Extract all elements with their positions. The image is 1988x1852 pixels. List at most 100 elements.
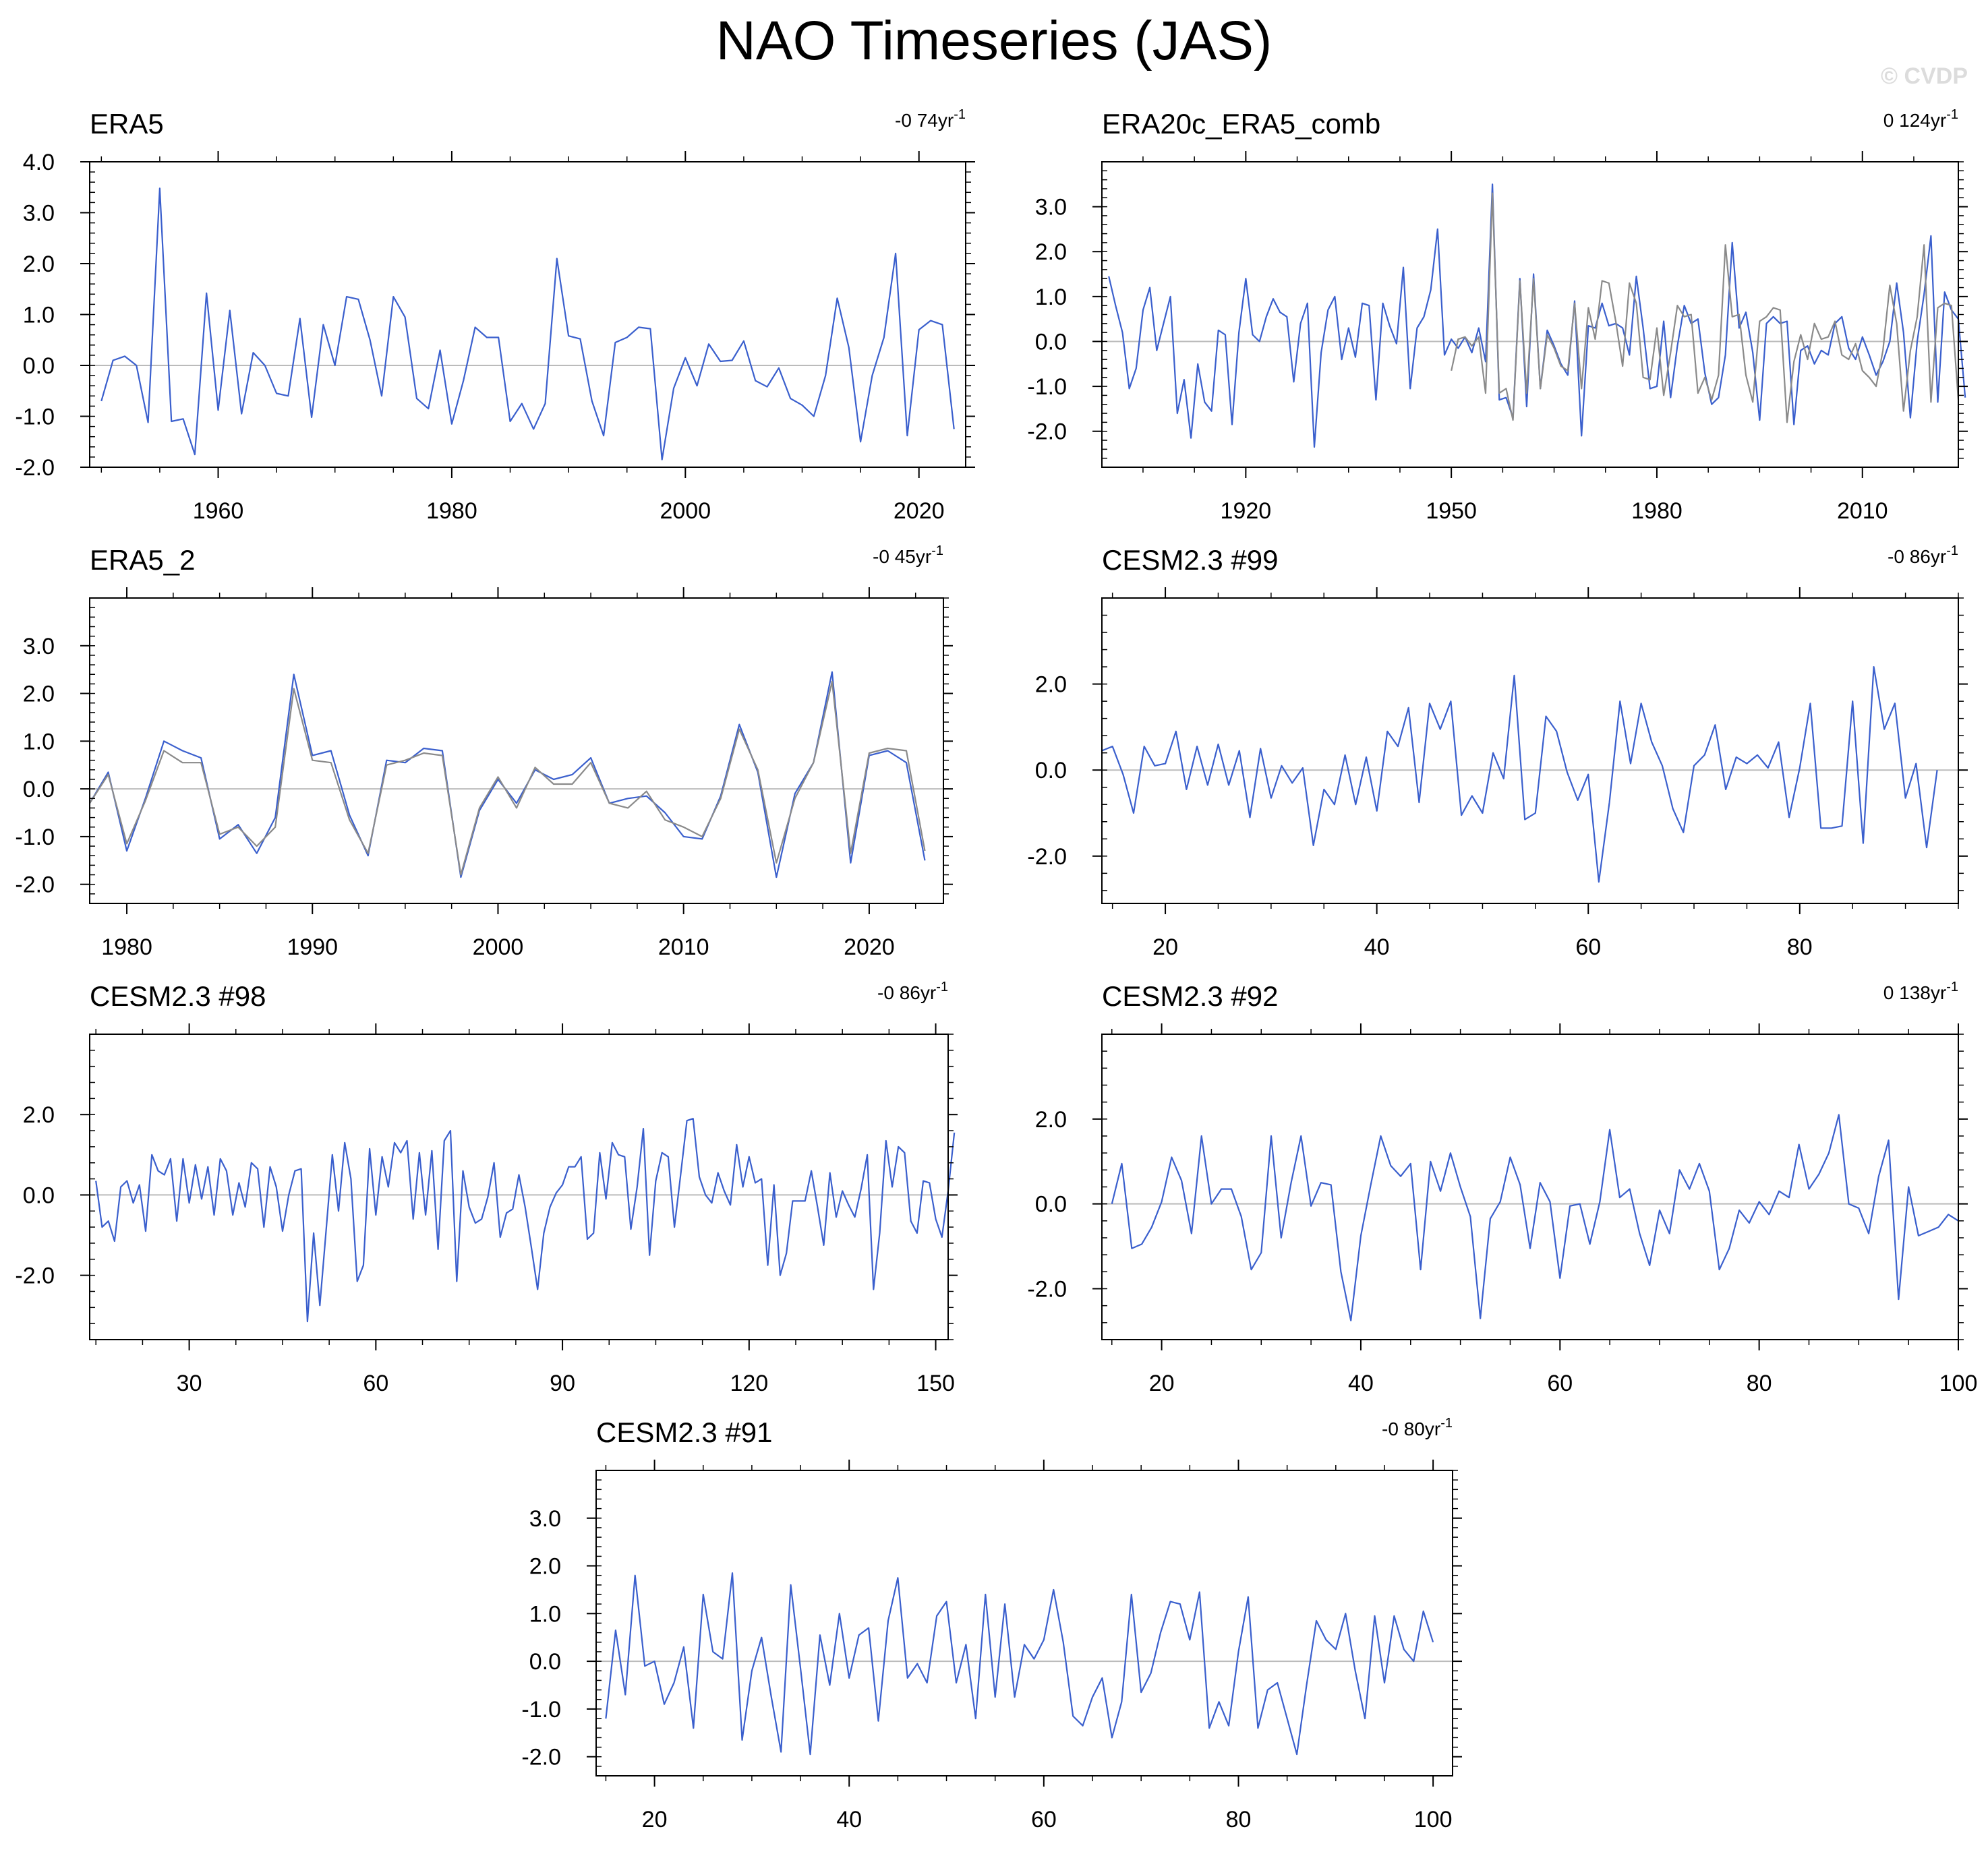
y-tick-label: 0.0 <box>1035 1192 1067 1218</box>
x-tick-label: 2020 <box>844 934 895 960</box>
y-tick-label: -2.0 <box>1027 419 1067 445</box>
y-tick-label: -2.0 <box>1027 844 1067 870</box>
series-line-1 <box>100 187 955 460</box>
x-tick-label: 20 <box>1149 1371 1175 1396</box>
panel-title: CESM2.3 #91 <box>596 1416 772 1448</box>
y-tick-label: 0.0 <box>23 777 55 802</box>
y-tick-label: 0.0 <box>529 1649 561 1675</box>
chart-main-title: NAO Timeseries (JAS) <box>715 10 1273 71</box>
series-line-1 <box>1111 1114 1959 1321</box>
series-line-1 <box>1101 665 1938 883</box>
y-tick-label: 1.0 <box>23 303 55 328</box>
y-tick-label: 3.0 <box>23 201 55 227</box>
y-tick-label: 0.0 <box>1035 758 1067 783</box>
x-tick-label: 150 <box>916 1371 955 1396</box>
chart-panel-3: -2.0 -1.0 0.0 1.0 2.0 3.0 1980 1990 2000 2010 2020… <box>15 543 953 960</box>
x-tick-label: 90 <box>550 1371 575 1396</box>
y-tick-label: 2.0 <box>1035 672 1067 698</box>
y-tick-label: 0.0 <box>23 353 55 379</box>
x-tick-label: 80 <box>1226 1807 1252 1832</box>
y-tick-label: 1.0 <box>1035 285 1067 310</box>
trend-label: -0 80yr-1 <box>1382 1416 1453 1439</box>
x-tick-label: 40 <box>836 1807 862 1832</box>
y-tick-label: -1.0 <box>15 825 55 850</box>
series-line-2 <box>1451 192 1960 423</box>
trend-label: -0 86yr-1 <box>877 980 948 1003</box>
x-tick-label: 1920 <box>1221 498 1272 524</box>
y-tick-label: -2.0 <box>15 872 55 898</box>
panel-title: CESM2.3 #92 <box>1102 980 1278 1012</box>
trend-label: -0 45yr-1 <box>873 543 943 567</box>
x-tick-label: 60 <box>1031 1807 1057 1832</box>
panel-title: CESM2.3 #99 <box>1102 544 1278 576</box>
x-tick-label: 2010 <box>1837 498 1888 524</box>
y-tick-label: 1.0 <box>529 1601 561 1627</box>
y-tick-label: 0.0 <box>1035 329 1067 355</box>
y-tick-label: -2.0 <box>15 455 55 481</box>
panel-title: ERA5_2 <box>90 544 195 576</box>
x-tick-label: 1990 <box>287 934 338 960</box>
x-tick-label: 80 <box>1787 934 1813 960</box>
panel-title: CESM2.3 #98 <box>90 980 266 1012</box>
y-tick-label: 3.0 <box>23 634 55 659</box>
series-line-1 <box>1108 183 1966 448</box>
plot-frame <box>1101 161 1959 468</box>
y-tick-label: 1.0 <box>23 729 55 754</box>
panel-title: ERA5 <box>90 108 164 140</box>
x-tick-label: 2010 <box>658 934 709 960</box>
series-line-1 <box>95 1118 956 1323</box>
plot-frame <box>89 1034 949 1340</box>
series-line-1 <box>605 1572 1434 1756</box>
y-tick-label: 2.0 <box>23 251 55 277</box>
y-tick-label: -2.0 <box>1027 1277 1067 1303</box>
y-tick-label: 2.0 <box>23 682 55 707</box>
x-tick-label: 80 <box>1747 1371 1772 1396</box>
x-tick-label: 2000 <box>660 498 711 524</box>
plot-frame <box>595 1470 1453 1776</box>
x-tick-label: 20 <box>642 1807 668 1832</box>
y-tick-label: 4.0 <box>23 150 55 175</box>
y-tick-label: -1.0 <box>1027 374 1067 400</box>
x-tick-label: 20 <box>1152 934 1178 960</box>
x-tick-label: 30 <box>177 1371 202 1396</box>
y-tick-label: -2.0 <box>15 1263 55 1289</box>
y-tick-label: 2.0 <box>1035 1107 1067 1133</box>
trend-label: -0 86yr-1 <box>1888 543 1958 567</box>
chart-panel-1: -2.0 -1.0 0.0 1.0 2.0 3.0 4.0 1960 1980 2000 2020 E… <box>15 107 975 524</box>
y-tick-label: 3.0 <box>1035 195 1067 220</box>
trend-label: 0 138yr-1 <box>1883 980 1958 1003</box>
trend-label: -0 74yr-1 <box>895 107 966 131</box>
x-tick-label: 40 <box>1364 934 1390 960</box>
x-tick-label: 100 <box>1414 1807 1453 1832</box>
y-tick-label: 2.0 <box>1035 239 1067 265</box>
y-tick-label: 0.0 <box>23 1183 55 1208</box>
x-tick-label: 2020 <box>894 498 945 524</box>
x-tick-label: 1980 <box>426 498 477 524</box>
panel-title: ERA20c_ERA5_comb <box>1102 108 1380 140</box>
y-tick-label: 3.0 <box>529 1506 561 1532</box>
y-tick-label: -1.0 <box>521 1697 561 1723</box>
chart-panel-5: -2.0 0.0 2.0 30 60 90 120 150 CESM2.3 #98 -0 86yr… <box>15 980 958 1396</box>
x-tick-label: 60 <box>363 1371 388 1396</box>
chart-panel-7: -2.0 -1.0 0.0 1.0 2.0 3.0 20 40 60 80 100 CESM2.3 #… <box>521 1416 1462 1832</box>
x-tick-label: 1960 <box>193 498 244 524</box>
x-tick-label: 60 <box>1575 934 1601 960</box>
trend-label: 0 124yr-1 <box>1883 107 1958 131</box>
x-tick-label: 40 <box>1348 1371 1374 1396</box>
x-tick-label: 100 <box>1939 1371 1978 1396</box>
chart-panel-6: -2.0 0.0 2.0 20 40 60 80 100 CESM2.3 #92 0 138yr-… <box>1027 980 1977 1396</box>
x-tick-label: 1980 <box>1631 498 1683 524</box>
chart-panel-4: -2.0 0.0 2.0 20 40 60 80 CESM2.3 #99 -0 86yr-1 <box>1027 543 1968 960</box>
y-tick-label: 2.0 <box>23 1102 55 1128</box>
y-tick-label: -2.0 <box>521 1745 561 1770</box>
x-tick-label: 2000 <box>473 934 524 960</box>
cvdp-watermark: © CVDP <box>1881 63 1968 89</box>
series-line-2 <box>89 680 926 876</box>
x-tick-label: 120 <box>730 1371 768 1396</box>
plot-frame <box>1101 597 1959 904</box>
y-tick-label: 2.0 <box>529 1554 561 1580</box>
series-line-1 <box>89 671 926 878</box>
plot-frame <box>1101 1034 1959 1340</box>
chart-panel-2: -2.0 -1.0 0.0 1.0 2.0 3.0 1920 1950 1980 2010 ERA2… <box>1027 107 1968 524</box>
